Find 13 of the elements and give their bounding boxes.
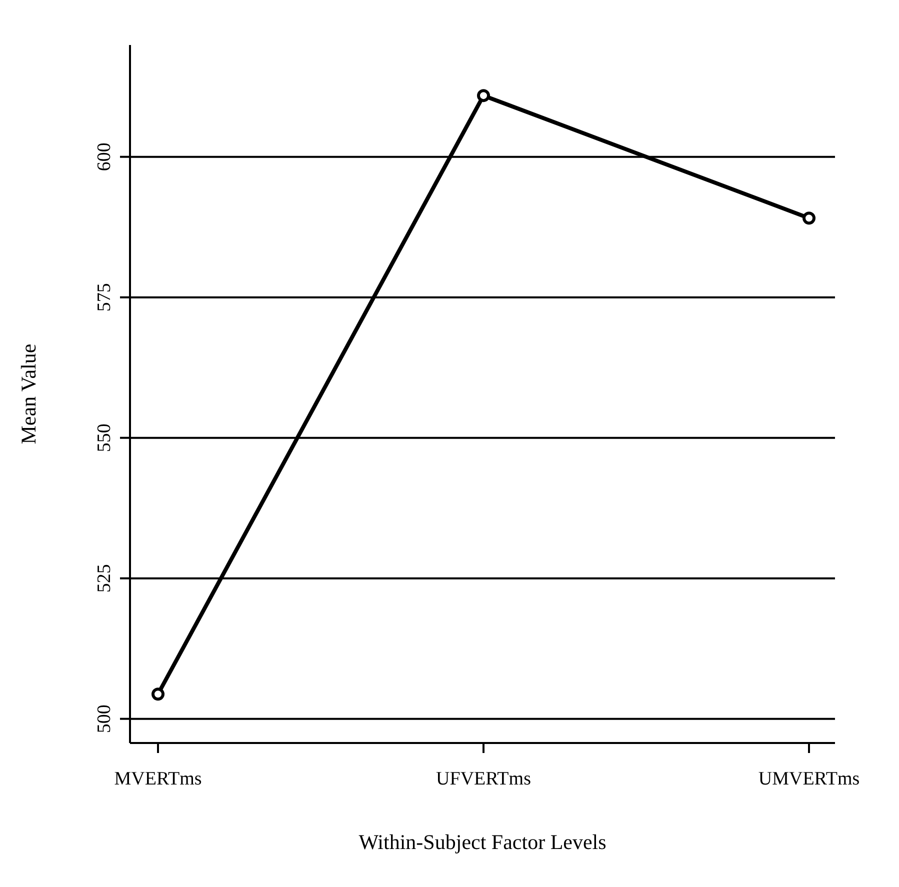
point <box>152 688 164 701</box>
y-tick-label: 525 <box>94 564 115 593</box>
x-tick-label: UFVERTms <box>436 768 531 790</box>
y-tick-label: 600 <box>94 142 115 172</box>
y-tick-label: 500 <box>94 704 115 734</box>
point <box>477 89 490 102</box>
x-tick-label: MVERTms <box>114 768 202 790</box>
x-axis-title: Within-Subject Factor Levels <box>358 830 606 854</box>
y-tick-label: 550 <box>94 424 115 452</box>
y-tick-label: 575 <box>94 283 115 312</box>
point <box>802 212 816 225</box>
x-tick-label: UMVERTms <box>758 768 860 790</box>
y-axis-title: Mean Value <box>16 344 40 444</box>
